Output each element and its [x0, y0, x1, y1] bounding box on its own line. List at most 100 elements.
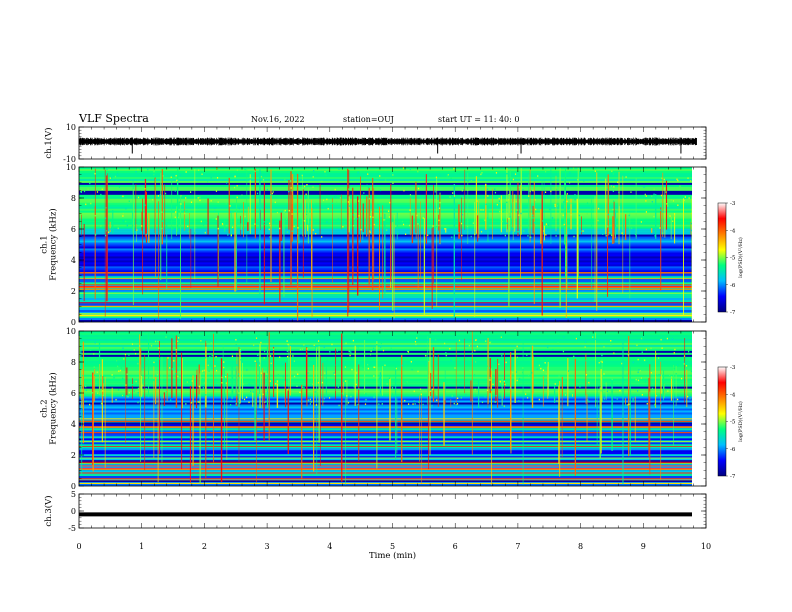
spectrogram-speckle [480, 209, 482, 211]
spectrogram-speckle [519, 378, 521, 380]
start-ut-label: start UT = 11: 40: 0 [438, 115, 519, 124]
spectrogram-speckle [605, 234, 607, 237]
spectrogram-speckle [543, 230, 545, 232]
spectrogram-band [79, 320, 692, 322]
spectrogram-speckle [495, 394, 497, 397]
spectrogram-speckle [314, 391, 316, 393]
spectrogram-speckle [538, 364, 541, 367]
spectrogram-speckle [264, 223, 266, 226]
spectrogram-speckle [641, 351, 643, 353]
spectrogram-speckle [489, 341, 491, 344]
spectrogram-band [79, 398, 692, 401]
spectrogram-speckle [367, 363, 369, 366]
spectrogram-band [79, 396, 692, 399]
spectrogram-speckle [522, 189, 524, 191]
spectrogram-speckle [137, 401, 139, 404]
spectrogram-speckle [91, 392, 93, 394]
spectrogram-band [79, 408, 692, 411]
spectrogram-speckle [135, 380, 137, 383]
spectrogram-speckle [225, 382, 228, 385]
spectrogram-speckle [201, 173, 203, 175]
spectrogram-speckle [169, 367, 171, 369]
spectrogram-speckle [467, 189, 469, 192]
spectrogram-speckle [201, 340, 204, 343]
colorbar-label: log(PSD)(V²/Hz) [737, 401, 744, 442]
spectrogram-speckle [393, 374, 395, 377]
spectrogram-speckle [252, 391, 254, 393]
spectrogram-speckle [159, 194, 161, 196]
spectrogram-speckle [366, 184, 368, 187]
spectrogram-speckle [491, 168, 493, 171]
spectrogram-speckle [216, 177, 219, 179]
spectrogram-speckle [486, 365, 488, 367]
spectrogram-speckle [233, 186, 236, 189]
time-axis: 0 1 2 3 4 5 6 7 8 9 10 Time (min) [76, 542, 711, 561]
spectrogram-speckle [137, 362, 139, 365]
spectrogram-speckle [268, 228, 270, 231]
spectrogram-band [79, 384, 692, 387]
colorbar-tick-label: -6 [730, 283, 736, 289]
spectrogram-band [79, 190, 692, 194]
spectrogram-speckle [177, 375, 179, 378]
spectrogram-speckle [530, 236, 532, 238]
spectrogram-speckle [234, 175, 236, 178]
spectrogram-band [79, 386, 692, 389]
spectrogram-speckle [80, 348, 83, 350]
spectrogram-speckle [570, 213, 572, 216]
spectrogram-band [79, 300, 692, 303]
spectrogram-speckle [153, 361, 155, 364]
spectrogram-speckle [260, 341, 262, 344]
spectrogram-speckle [469, 229, 472, 231]
spectrogram-speckle [85, 203, 87, 206]
spectrogram-speckle [581, 230, 583, 232]
spectrogram-speckle [269, 224, 271, 227]
spectrogram-speckle [213, 210, 216, 213]
spectrogram-speckle [321, 381, 323, 384]
spectrogram-speckle [306, 183, 308, 186]
spectrogram-speckle [293, 375, 296, 378]
spectrogram-speckle [508, 199, 510, 201]
spectrogram-band [79, 186, 692, 190]
spectrogram-speckle [574, 198, 576, 201]
spectrogram-band [79, 428, 692, 431]
spectrogram-speckle [538, 398, 540, 401]
spectrogram-speckle [485, 203, 487, 206]
spectrogram-speckle [326, 360, 328, 362]
spectrogram-speckle [416, 214, 418, 217]
spectrogram-speckle [552, 348, 554, 351]
spectrogram-speckle [439, 201, 441, 204]
spectrogram-band [79, 331, 692, 334]
spectrogram-speckle [244, 215, 246, 218]
spectrogram-speckle [419, 229, 421, 232]
spectrogram-speckle [174, 190, 176, 192]
spectrogram-speckle [230, 211, 232, 213]
spectrogram-speckle [562, 350, 565, 353]
spectrogram-speckle [384, 218, 386, 221]
spectrogram-speckle [345, 342, 347, 345]
spectrogram-speckle [348, 188, 350, 190]
spectrogram-speckle [509, 216, 511, 218]
spectrogram-speckle [570, 202, 572, 205]
spectrogram-speckle [215, 190, 218, 192]
spectrogram-band [79, 380, 692, 383]
spectrogram-speckle [422, 186, 424, 188]
spectrogram-speckle [397, 188, 399, 191]
x-tick-label: 8 [578, 542, 583, 551]
spectrogram-speckle [96, 343, 98, 345]
spectrogram-speckle [369, 353, 372, 356]
spectrogram-speckle [512, 232, 515, 234]
spectrogram-band [79, 172, 692, 176]
spectrogram-speckle [337, 386, 339, 388]
y-tick-label: -5 [68, 524, 76, 533]
spectrogram-speckle [108, 231, 110, 234]
spectrogram-speckle [488, 367, 490, 369]
spectrogram-speckle [369, 231, 371, 234]
spectrogram-speckle [584, 346, 586, 348]
spectrogram-speckle [135, 352, 137, 355]
spectrogram-band [79, 344, 692, 348]
spectrogram-speckle [381, 403, 383, 405]
spectrogram-speckle [688, 197, 690, 199]
spectrogram-speckle [159, 206, 161, 208]
spectrogram-speckle [305, 213, 308, 216]
spectrogram-speckle [528, 195, 530, 197]
